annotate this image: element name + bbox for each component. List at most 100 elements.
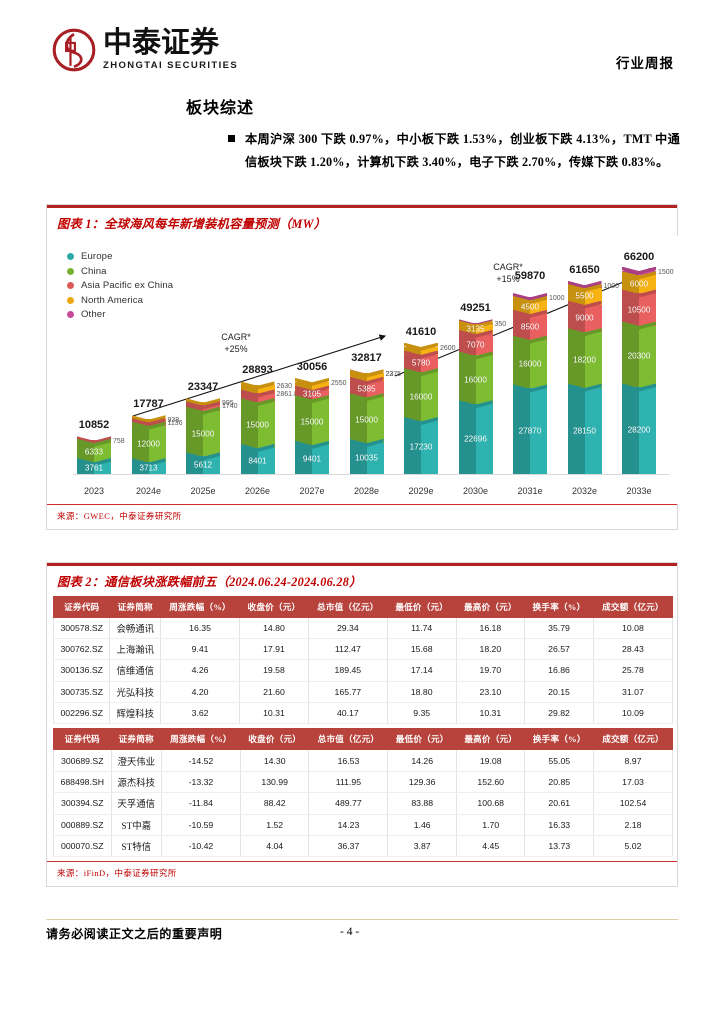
segment-value-label: 10500	[627, 305, 651, 314]
legend-label-china: China	[81, 265, 107, 277]
table-row[interactable]: 688498.SH 源杰科技 -13.32 130.99 111.95 129.36 152…	[53, 771, 673, 794]
bar-segment-asia-pacific-ex-china: 5385	[349, 376, 384, 398]
losers-col-2: 周涨跌幅（%）	[160, 728, 241, 751]
gainers-r4-c3: 10.31	[239, 702, 309, 725]
gainers-r1-c1: 上海瀚讯	[109, 638, 161, 661]
table-row[interactable]: 300578.SZ 会畅通讯 16.35 14.80 29.34 11.74 16.18 35…	[52, 617, 674, 639]
segment-face-right	[257, 447, 275, 474]
segment-face-left	[77, 462, 94, 474]
bar-segment-china: 15000	[349, 393, 384, 443]
table-row[interactable]: 300735.SZ 光弘科技 4.20 21.60 165.77 18.80 23.10 20…	[52, 681, 674, 704]
segment-value-label: 4500	[520, 302, 540, 312]
segment-face-right	[584, 387, 602, 474]
gainers-col-0: 证券代码	[52, 595, 111, 618]
bar-segment-europe: 10035	[349, 438, 384, 474]
gainers-r0-c1: 会畅通讯	[109, 617, 161, 639]
segment-face-right	[639, 293, 656, 326]
gainers-r1-c0: 300762.SZ	[52, 638, 111, 661]
segment-face-left	[404, 354, 421, 373]
bar-segment-asia-pacific-ex-china: 8500	[513, 309, 547, 340]
exhibit-2-bottom-rule	[47, 861, 677, 863]
bar-segment-north-america	[404, 342, 438, 355]
segment-face-left	[458, 355, 476, 405]
segment-value-label: 12000	[137, 439, 160, 449]
segment-face-left	[186, 410, 203, 457]
bar-total-label: 17787	[133, 398, 164, 411]
segment-value-label: 5612	[193, 460, 213, 470]
segment-face-left	[622, 387, 639, 474]
segment-face-right	[639, 387, 656, 474]
chart-baseline	[73, 473, 669, 475]
table-row[interactable]: 000070.SZ ST特信 -10.42 4.04 36.37 3.87 4.45 13.7…	[53, 835, 673, 858]
segment-face-left	[240, 393, 258, 403]
segment-value-label: 5780	[411, 358, 431, 368]
gainers-col-8: 成交额（亿元）	[592, 595, 674, 618]
segment-face-right	[639, 325, 656, 388]
gainers-r3-c8: 31.07	[592, 681, 674, 704]
segment-face-left	[240, 402, 258, 448]
side-value-label: 2375	[385, 371, 402, 379]
side-value-label: 350	[494, 321, 507, 329]
gainers-r1-c8: 28.43	[592, 638, 674, 661]
segment-value-label: 15000	[191, 429, 215, 438]
bar-segment-china: 16000	[513, 335, 547, 389]
gainers-r2-c7: 16.86	[524, 659, 594, 682]
legend-item-europe: Europe	[67, 250, 173, 265]
table-row[interactable]: 000889.SZ ST中嘉 -10.59 1.52 14.23 1.46 1.70 16.3…	[53, 814, 673, 836]
side-value-label: 758	[113, 438, 125, 446]
bar-segment-china: 20300	[622, 321, 656, 388]
segment-value-label: 8401	[248, 456, 267, 466]
table-row[interactable]: 002296.SZ 辉煌科技 3.62 10.31 40.17 9.35 10.31 29.8…	[52, 702, 674, 725]
bar-segment-north-america	[295, 377, 329, 390]
segment-value-label: 3105	[302, 389, 322, 399]
gainers-col-4: 总市值（亿元）	[307, 595, 388, 618]
segment-value-label: 28200	[627, 425, 651, 435]
gainers-r4-c2: 3.62	[159, 702, 241, 725]
losers-table: 证券代码 证券简称 周涨跌幅（%） 收盘价（元） 总市值（亿元） 最低价（元） 最高价（元）…	[53, 728, 673, 858]
bar-segment-europe: 27870	[513, 384, 547, 474]
segment-value-label: 6000	[629, 279, 649, 289]
losers-r3-c7: 16.33	[524, 814, 595, 836]
table-row[interactable]: 300394.SZ 天孚通信 -11.84 88.42 489.77 83.88 100.6…	[53, 792, 673, 815]
segment-value-label: 16000	[464, 375, 487, 385]
segment-face-left	[77, 442, 94, 463]
segment-value-label: 28150	[573, 426, 596, 436]
table-row[interactable]: 300136.SZ 信维通信 4.26 19.58 189.45 17.14 19.70 16…	[52, 659, 674, 682]
losers-r3-c5: 1.46	[387, 814, 457, 836]
exhibit-1-container: 图表 1：全球海风每年新增装机容量预测（MW） Europe China Asi…	[46, 204, 679, 530]
gainers-r1-c2: 9.41	[159, 638, 241, 661]
segment-face-left	[567, 287, 585, 305]
legend-item-other: Other	[67, 308, 173, 323]
losers-r2-c6: 100.68	[455, 792, 526, 815]
table-row[interactable]: 300762.SZ 上海瀚讯 9.41 17.91 112.47 15.68 18.20 26…	[52, 638, 674, 661]
table-row[interactable]: 300689.SZ 澄天伟业 -14.52 14.30 16.53 14.26 19.08 5…	[53, 749, 673, 772]
losers-r0-c4: 16.53	[308, 749, 389, 772]
losers-r1-c8: 17.03	[593, 771, 673, 794]
segment-face-left	[567, 387, 585, 474]
bar-column-2028e: 5385 15000 10035 32817	[349, 352, 384, 474]
bar-total-label: 23347	[187, 381, 219, 394]
segment-value-label: 7070	[466, 340, 485, 350]
gainers-r0-c3: 14.80	[239, 617, 309, 639]
side-value-label: 1500	[658, 268, 674, 276]
losers-r3-c8: 2.18	[593, 814, 673, 836]
bar-segment-north-america	[240, 381, 275, 394]
summary-text: 本周沪深 300 下跌 0.97%，中小板下跌 1.53%，创业板下跌 4.13…	[245, 132, 680, 169]
segment-value-label: 16000	[518, 359, 542, 369]
segment-face-right	[366, 380, 384, 398]
segment-face-right	[639, 275, 656, 294]
segment-face-left	[349, 373, 367, 381]
segment-value-label: 3713	[139, 463, 158, 473]
bar-total-label: 61650	[569, 264, 600, 277]
cagr-annotation-2: CAGR* +15%	[473, 261, 543, 285]
offshore-wind-capacity-chart: Europe China Asia Pacific ex China North…	[47, 235, 679, 504]
segment-face-right	[530, 339, 547, 389]
legend-label-asia-pacific: Asia Pacific ex China	[81, 280, 174, 292]
bar-column-2024e: 12000 3713 17787	[131, 398, 166, 474]
losers-r0-c6: 19.08	[455, 749, 526, 772]
gainers-r3-c2: 4.20	[159, 681, 241, 704]
segment-face-left	[622, 293, 639, 326]
segment-face-right	[475, 404, 493, 474]
segment-face-right	[584, 332, 602, 388]
